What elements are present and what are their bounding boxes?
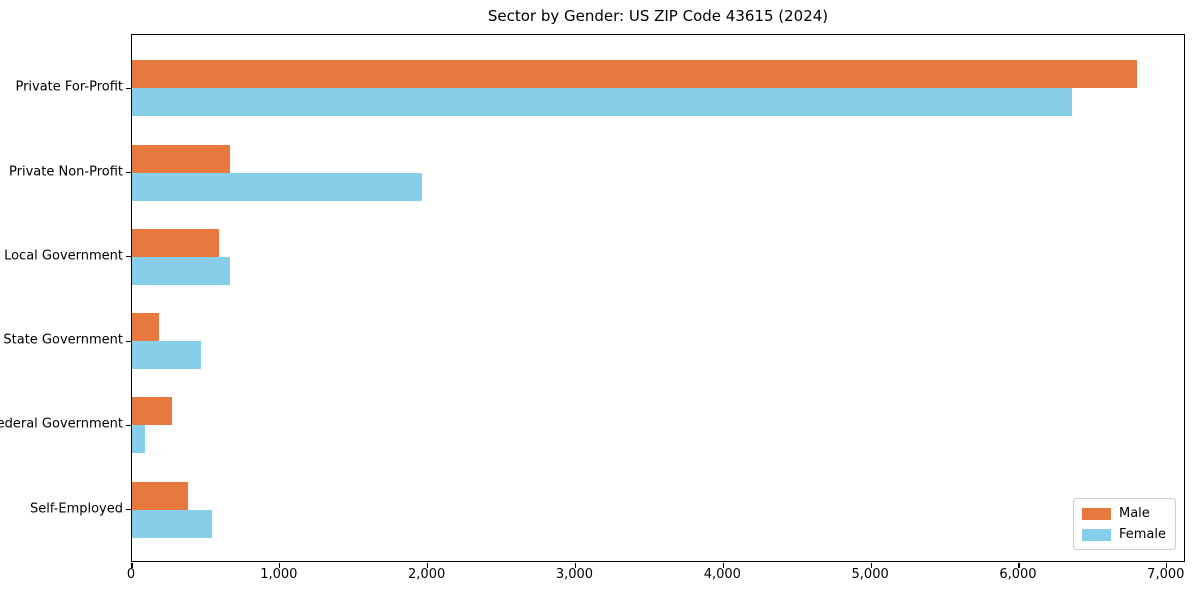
x-tick-mark-1000 (279, 562, 281, 568)
y-tick-mark-self-employed (125, 508, 131, 511)
bar-female-private-for-profit (132, 88, 1073, 117)
x-tick-label-2000: 2,000 (408, 567, 446, 582)
legend-swatch-female (1081, 528, 1111, 541)
x-tick-mark-0 (131, 562, 133, 568)
bar-female-private-non-profit (132, 172, 422, 201)
x-tick-mark-6000 (1018, 562, 1020, 568)
legend-item-male: Male (1081, 506, 1166, 521)
y-tick-mark-private-non-profit (125, 172, 131, 174)
bar-female-state-government (132, 341, 202, 370)
x-tick-mark-3000 (574, 562, 577, 568)
x-tick-label-6000: 6,000 (999, 567, 1037, 582)
y-tick-label-private-for-profit: Private For-Profit (15, 79, 123, 95)
bar-male-local-government (132, 228, 220, 257)
chart-title: Sector by Gender: US ZIP Code 43615 (202… (487, 7, 829, 25)
x-tick-label-1000: 1,000 (260, 567, 298, 582)
y-tick-label-federal-government: Federal Government (0, 416, 123, 432)
legend: Male Female (1072, 498, 1176, 550)
bar-male-private-for-profit (132, 60, 1138, 89)
x-tick-label-7000: 7,000 (1147, 567, 1185, 582)
bar-male-federal-government (132, 397, 172, 426)
bar-female-self-employed (132, 509, 212, 538)
y-tick-mark-local-government (125, 256, 131, 258)
bar-female-federal-government (132, 425, 146, 454)
x-tick-label-0: 0 (126, 567, 136, 582)
y-tick-label-self-employed: Self-Employed (29, 501, 123, 517)
legend-label-female: Female (1118, 527, 1166, 542)
x-tick-label-3000: 3,000 (555, 567, 594, 582)
legend-item-female: Female (1081, 527, 1166, 542)
y-tick-mark-private-for-profit (125, 87, 131, 90)
legend-label-male: Male (1118, 506, 1150, 521)
x-tick-label-5000: 5,000 (851, 567, 889, 582)
bar-female-local-government (132, 256, 230, 285)
x-tick-label-4000: 4,000 (703, 567, 741, 582)
x-tick-mark-7000 (1166, 562, 1168, 568)
y-tick-label-private-non-profit: Private Non-Profit (9, 164, 123, 180)
legend-swatch-male (1081, 507, 1111, 520)
bar-male-state-government (132, 313, 159, 342)
bar-male-self-employed (132, 481, 189, 510)
y-tick-label-state-government: State Government (3, 332, 123, 348)
x-tick-mark-5000 (870, 562, 872, 568)
x-tick-mark-2000 (427, 562, 429, 568)
y-tick-label-local-government: Local Government (4, 248, 123, 264)
x-tick-mark-4000 (722, 562, 724, 568)
bar-male-private-non-profit (132, 144, 230, 173)
plot-area: Male Female (125, 34, 1185, 568)
y-tick-mark-state-government (125, 340, 131, 342)
y-tick-mark-federal-government (125, 424, 131, 426)
